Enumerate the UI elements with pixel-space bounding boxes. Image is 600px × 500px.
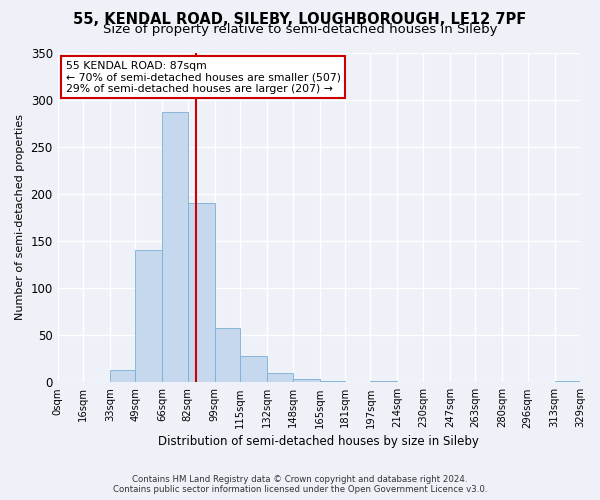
Bar	[110, 370, 136, 382]
Bar	[163, 112, 188, 382]
X-axis label: Distribution of semi-detached houses by size in Sileby: Distribution of semi-detached houses by …	[158, 434, 479, 448]
Y-axis label: Number of semi-detached properties: Number of semi-detached properties	[15, 114, 25, 320]
Text: 55 KENDAL ROAD: 87sqm
← 70% of semi-detached houses are smaller (507)
29% of sem: 55 KENDAL ROAD: 87sqm ← 70% of semi-deta…	[65, 60, 341, 94]
Bar	[293, 378, 320, 382]
Bar	[267, 373, 293, 382]
Bar	[136, 250, 163, 382]
Text: Size of property relative to semi-detached houses in Sileby: Size of property relative to semi-detach…	[103, 22, 497, 36]
Text: Contains HM Land Registry data © Crown copyright and database right 2024.
Contai: Contains HM Land Registry data © Crown c…	[113, 474, 487, 494]
Text: 55, KENDAL ROAD, SILEBY, LOUGHBOROUGH, LE12 7PF: 55, KENDAL ROAD, SILEBY, LOUGHBOROUGH, L…	[73, 12, 527, 28]
Bar	[188, 204, 215, 382]
Bar	[240, 356, 267, 382]
Bar	[215, 328, 240, 382]
